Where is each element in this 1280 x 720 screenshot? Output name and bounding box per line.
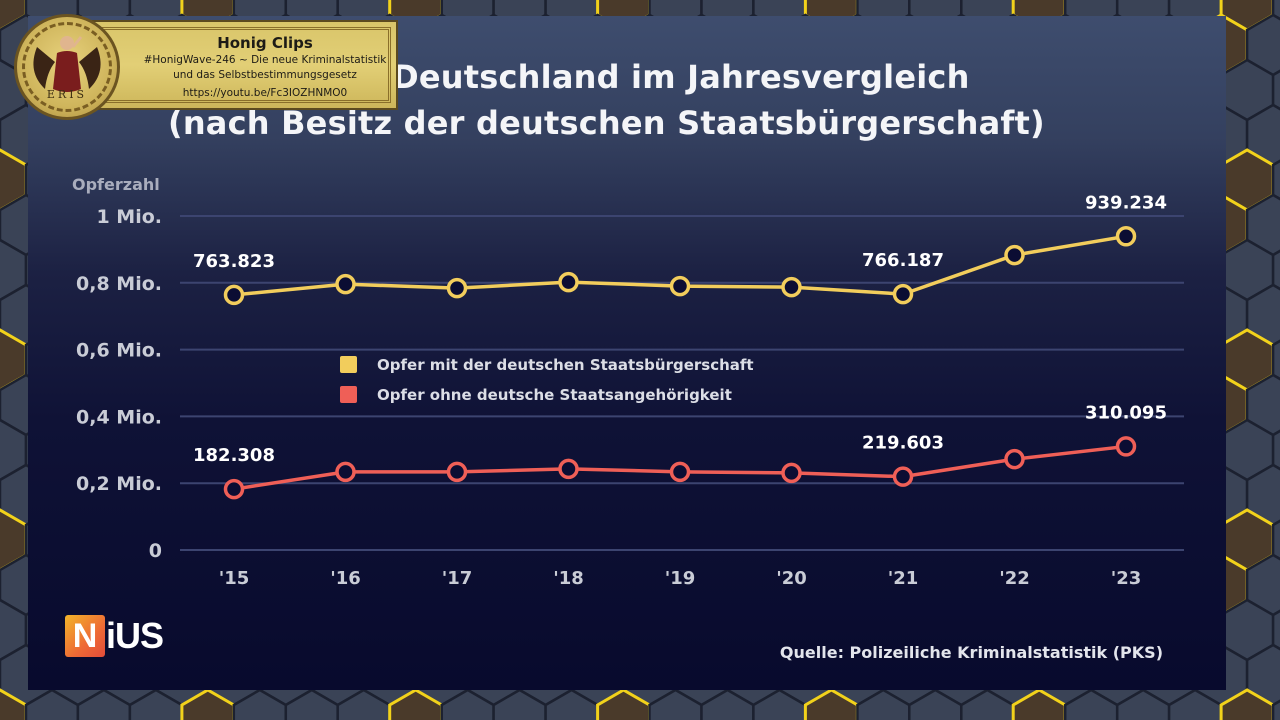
legend-swatch-foreign <box>340 386 357 403</box>
data-point <box>892 283 914 305</box>
nius-logo: N iUS <box>65 614 164 658</box>
data-point <box>1004 244 1025 266</box>
eris-television-medallion: ERIS <box>14 14 120 120</box>
legend-label-german: Opfer mit der deutschen Staatsbürgerscha… <box>377 356 754 374</box>
x-tick-label: '23 <box>1111 568 1142 589</box>
hex-cell <box>1011 688 1067 720</box>
data-point <box>781 276 802 298</box>
banner-channel-title: Honig Clips <box>217 34 313 52</box>
hex-cell <box>0 688 28 720</box>
data-label: 219.603 <box>862 433 944 454</box>
hex-cell <box>1115 688 1171 720</box>
hex-cell <box>180 688 236 720</box>
data-point <box>669 275 691 297</box>
banner-episode-subtitle: und das Selbstbestimmungsgesetz <box>173 69 357 81</box>
gridlines <box>180 215 1184 551</box>
data-point <box>558 458 579 480</box>
hex-cell <box>128 688 184 720</box>
banner-episode-title: #HonigWave-246 ~ Die neue Kriminalstatis… <box>143 54 387 66</box>
data-point <box>223 478 245 500</box>
chart-panel: …gesamt in Deutschland im Jahresvergleic… <box>28 16 1226 690</box>
hex-cell <box>596 688 651 720</box>
x-axis-ticks: '15 '16 '17 '18 '19 '20 '21 '22 '23 <box>219 568 1142 589</box>
hex-cell <box>856 688 911 720</box>
x-tick-label: '21 <box>888 568 919 589</box>
hex-cell <box>648 688 703 720</box>
data-point <box>223 284 245 306</box>
line-chart: Opferzahl 0 0,2 Mio. 0,4 Mio. 0,6 Mio. 0,8 M… <box>72 175 1184 662</box>
hex-cell <box>1063 688 1119 720</box>
x-tick-label: '20 <box>776 568 807 589</box>
data-point <box>446 277 468 299</box>
hex-cell <box>440 688 495 720</box>
legend: Opfer mit der deutschen Staatsbürgerscha… <box>340 356 754 404</box>
hex-cell <box>492 688 547 720</box>
data-point <box>892 466 914 487</box>
hex-cell <box>336 688 391 720</box>
series-german <box>223 226 1137 306</box>
hex-cell <box>24 688 80 720</box>
data-point <box>446 461 468 483</box>
y-axis-title: Opferzahl <box>72 175 160 194</box>
x-tick-label: '16 <box>330 568 361 589</box>
data-point <box>669 461 691 483</box>
medallion-label: ERIS <box>46 88 88 101</box>
data-label: 310.095 <box>1085 402 1167 423</box>
data-point <box>1004 448 1025 470</box>
hex-cell <box>76 688 132 720</box>
legend-label-foreign: Opfer ohne deutsche Staatsangehörigkeit <box>377 386 732 404</box>
chart-title-line-2: (nach Besitz der deutschen Staatsbürgers… <box>168 104 1045 142</box>
y-tick-label: 0,4 Mio. <box>76 406 162 428</box>
hex-cell <box>544 688 599 720</box>
x-tick-label: '17 <box>442 568 473 589</box>
data-label: 766.187 <box>862 250 944 271</box>
banner-text: Honig Clips #HonigWave-246 ~ Die neue Kr… <box>134 34 396 101</box>
hex-cell <box>803 688 859 720</box>
x-tick-label: '22 <box>999 568 1030 589</box>
legend-swatch-german <box>340 356 357 373</box>
y-tick-label: 1 Mio. <box>96 206 162 228</box>
hex-cell <box>908 688 963 720</box>
x-tick-label: '15 <box>219 568 250 589</box>
data-point <box>781 462 802 484</box>
winged-figure-icon <box>33 36 101 92</box>
y-axis-ticks: 0 0,2 Mio. 0,4 Mio. 0,6 Mio. 0,8 Mio. 1 Mio. <box>76 206 162 562</box>
series <box>223 226 1137 500</box>
x-tick-label: '18 <box>553 568 584 589</box>
hex-cell <box>752 688 807 720</box>
data-label: 939.234 <box>1085 192 1167 213</box>
y-tick-label: 0,6 Mio. <box>76 340 162 362</box>
series-foreign <box>223 436 1137 500</box>
hex-cell <box>960 688 1015 720</box>
hex-cell <box>232 688 288 720</box>
x-tick-label: '19 <box>665 568 696 589</box>
data-point <box>558 271 579 293</box>
overlay-banner: Honig Clips #HonigWave-246 ~ Die neue Kr… <box>92 20 398 110</box>
data-label: 763.823 <box>193 251 275 272</box>
data-point <box>335 461 356 483</box>
y-tick-label: 0 <box>149 540 162 562</box>
data-label: 182.308 <box>193 445 275 466</box>
banner-link[interactable]: https://youtu.be/Fc3IOZHNMO0 <box>182 87 348 99</box>
data-point <box>1115 226 1137 247</box>
hex-cell <box>700 688 755 720</box>
source-note: Quelle: Polizeiliche Kriminalstatistik (… <box>780 643 1163 662</box>
nius-logo-badge: N <box>65 615 105 657</box>
hex-cell <box>388 688 444 720</box>
data-point <box>1115 436 1137 457</box>
data-point <box>335 273 356 295</box>
data-labels: 763.823 766.187 939.234 182.308 219.603 310.0… <box>193 192 1167 466</box>
y-tick-label: 0,2 Mio. <box>76 473 162 495</box>
hex-cell <box>284 688 339 720</box>
hex-cell <box>1219 688 1275 720</box>
y-tick-label: 0,8 Mio. <box>76 273 162 295</box>
medallion-ring <box>22 22 112 112</box>
hex-cell <box>1167 688 1223 720</box>
hex-cell <box>1271 699 1280 720</box>
nius-logo-text: iUS <box>106 615 164 656</box>
